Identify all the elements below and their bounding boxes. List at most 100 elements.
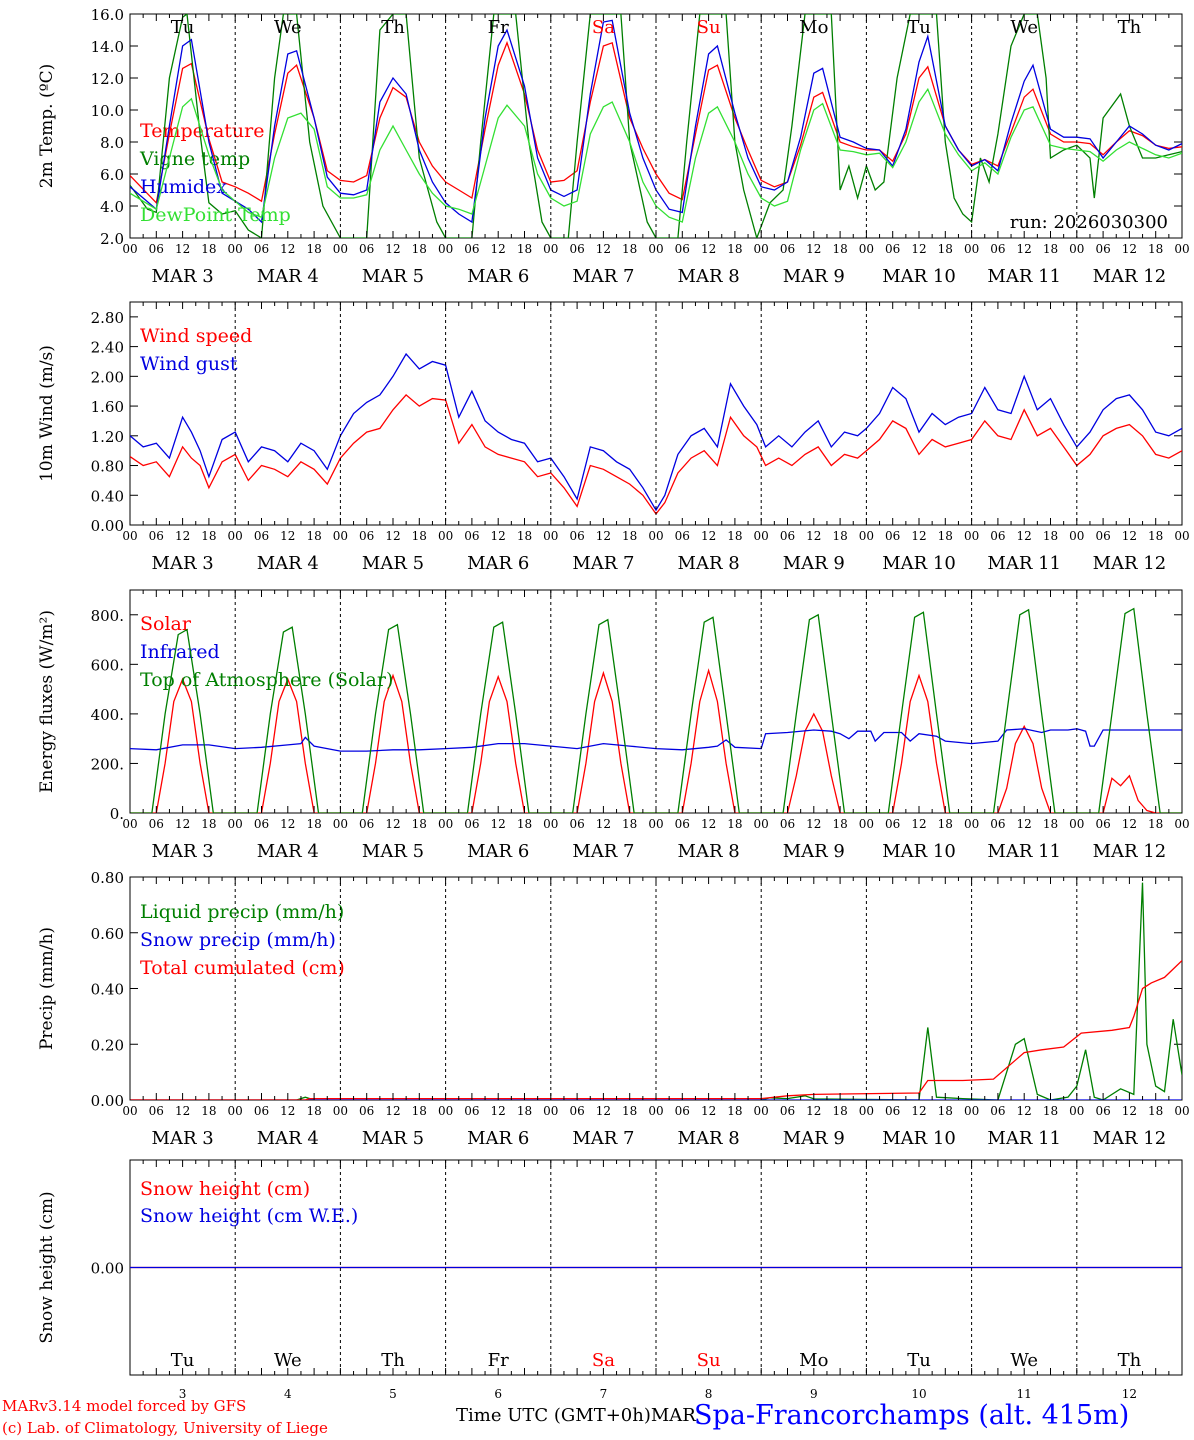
y-tick-label: 0.00 <box>91 1092 124 1110</box>
date-label: MAR 8 <box>678 841 740 862</box>
y-tick-label: 0.00 <box>91 517 124 535</box>
hour-label: 12 <box>596 817 611 831</box>
date-label: MAR 3 <box>152 1128 214 1149</box>
hour-label: 00 <box>648 242 663 256</box>
hour-label: 06 <box>359 242 374 256</box>
plot-frame <box>129 589 1183 814</box>
hour-label: 06 <box>885 817 900 831</box>
hour-label: 12 <box>1017 817 1032 831</box>
hour-label: 06 <box>359 1104 374 1118</box>
hour-label: 12 <box>806 242 821 256</box>
series-line-humidex <box>130 19 1182 224</box>
x-axis-3: 00 06 12 18 00 06 12 18 00 06 12 18 00 06 12 18 00 06 12 18… <box>122 877 1190 1149</box>
y-axis-label: 10m Wind (m/s) <box>37 345 57 482</box>
hour-label: 12 <box>911 1104 926 1118</box>
hour-label: 00 <box>964 817 979 831</box>
hour-label: 00 <box>1069 1104 1084 1118</box>
date-label: MAR 5 <box>362 553 424 574</box>
hour-label: 18 <box>938 529 953 543</box>
hour-label: 18 <box>622 242 637 256</box>
date-label: MAR 8 <box>678 1128 740 1149</box>
day-name-bottom: Mo <box>799 1350 828 1371</box>
hour-label: 00 <box>1174 1104 1189 1118</box>
day-name-bottom: We <box>1010 1350 1038 1371</box>
hour-label: 12 <box>701 1104 716 1118</box>
y-tick-label: 0.20 <box>91 1036 124 1054</box>
footer-credit-1: MARv3.14 model forced by GFS <box>2 1397 247 1415</box>
hour-label: 06 <box>675 817 690 831</box>
y-tick-label: 400. <box>91 706 124 724</box>
hour-label: 00 <box>543 1104 558 1118</box>
hour-label: 06 <box>780 529 795 543</box>
date-label: MAR 10 <box>882 553 956 574</box>
y-tick-label: 600. <box>91 656 124 674</box>
date-label: MAR 7 <box>572 1128 634 1149</box>
date-label: MAR 8 <box>678 266 740 287</box>
date-label: MAR 12 <box>1093 1128 1167 1149</box>
hour-label: 12 <box>175 242 190 256</box>
date-label: MAR 4 <box>257 1128 319 1149</box>
hour-label: 18 <box>727 529 742 543</box>
hour-label: 12 <box>385 242 400 256</box>
hour-label: 06 <box>675 1104 690 1118</box>
series-line-solar <box>130 668 1182 813</box>
hour-label: 06 <box>359 529 374 543</box>
hour-label: 18 <box>832 817 847 831</box>
y-axis-label: Energy fluxes (W/m²) <box>37 610 57 793</box>
hour-label: 12 <box>385 1104 400 1118</box>
hour-label: 00 <box>859 817 874 831</box>
hour-label: 06 <box>149 817 164 831</box>
series-line-top-of-atmosphere-solar- <box>130 607 1182 813</box>
y-tick-label: 0.60 <box>91 925 124 943</box>
hour-label: 00 <box>543 529 558 543</box>
hour-label: 18 <box>412 242 427 256</box>
y-tick-label: 2.0 <box>100 230 124 248</box>
hour-label: 00 <box>1069 242 1084 256</box>
date-label: MAR 10 <box>882 841 956 862</box>
hour-label: 18 <box>1043 242 1058 256</box>
hour-label: 18 <box>727 242 742 256</box>
hour-label: 18 <box>517 1104 532 1118</box>
hour-label: 00 <box>543 817 558 831</box>
hour-label: 12 <box>911 817 926 831</box>
date-label: MAR 7 <box>572 841 634 862</box>
day-names: Tu Tu We We Th Th Fr Fr Sa Sa Su Su Mo Mo Tu Tu We We Th Th… <box>171 17 1142 1401</box>
hour-label: 06 <box>464 817 479 831</box>
hour-label: 00 <box>1069 529 1084 543</box>
hour-label: 18 <box>1148 529 1163 543</box>
hour-label: 18 <box>306 529 321 543</box>
day-name-top: Tu <box>907 17 931 38</box>
day-name-bottom: Th <box>1118 1350 1142 1371</box>
day-number: 7 <box>600 1387 608 1401</box>
date-label: MAR 12 <box>1093 841 1167 862</box>
hour-label: 18 <box>412 817 427 831</box>
hour-label: 06 <box>569 242 584 256</box>
day-name-bottom: We <box>274 1350 302 1371</box>
hour-label: 12 <box>911 242 926 256</box>
hour-label: 00 <box>438 817 453 831</box>
y-tick-label: 12.0 <box>91 70 124 88</box>
hour-label: 12 <box>1017 242 1032 256</box>
panel-2: 0. 200. 400. 600. 800. Energy fluxes (W/m²) So… <box>37 589 1183 823</box>
y-tick-label: 6.0 <box>100 166 124 184</box>
station-name: Spa-Francorchamps (alt. 415m) <box>694 1400 1130 1431</box>
hour-label: 12 <box>806 817 821 831</box>
date-label: MAR 7 <box>572 266 634 287</box>
hour-label: 06 <box>885 529 900 543</box>
hour-label: 12 <box>701 242 716 256</box>
hour-label: 18 <box>517 242 532 256</box>
hour-label: 18 <box>938 817 953 831</box>
hour-label: 00 <box>1174 817 1189 831</box>
y-tick-label: 14.0 <box>91 38 124 56</box>
hour-label: 00 <box>228 817 243 831</box>
legend-entry: Wind speed <box>140 325 252 347</box>
hour-label: 18 <box>727 817 742 831</box>
y-axis-label: Snow height (cm) <box>37 1191 57 1343</box>
series-line-wind-speed <box>130 393 1182 515</box>
legend-entry: Humidex <box>140 176 227 198</box>
hour-label: 00 <box>122 817 137 831</box>
day-name-top: Fr <box>488 17 509 38</box>
date-label: MAR 11 <box>987 1128 1061 1149</box>
hour-label: 00 <box>333 529 348 543</box>
